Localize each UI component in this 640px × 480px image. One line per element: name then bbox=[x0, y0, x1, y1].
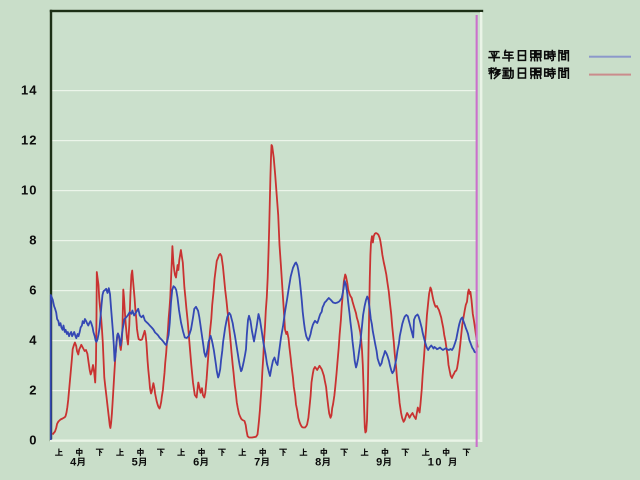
svg-text:4: 4 bbox=[29, 333, 37, 348]
svg-text:10: 10 bbox=[21, 183, 37, 198]
svg-text:6: 6 bbox=[29, 283, 37, 298]
svg-text:8: 8 bbox=[315, 457, 321, 469]
svg-text:0: 0 bbox=[29, 433, 37, 448]
svg-text:5: 5 bbox=[132, 457, 138, 469]
svg-text:9: 9 bbox=[376, 457, 382, 469]
svg-text:10: 10 bbox=[428, 457, 443, 469]
svg-text:6: 6 bbox=[193, 457, 199, 469]
svg-text:7: 7 bbox=[254, 457, 260, 469]
svg-text:2: 2 bbox=[29, 383, 37, 398]
svg-text:14: 14 bbox=[21, 83, 37, 98]
svg-text:12: 12 bbox=[21, 133, 37, 148]
svg-text:8: 8 bbox=[29, 233, 37, 248]
svg-text:4: 4 bbox=[70, 457, 77, 469]
